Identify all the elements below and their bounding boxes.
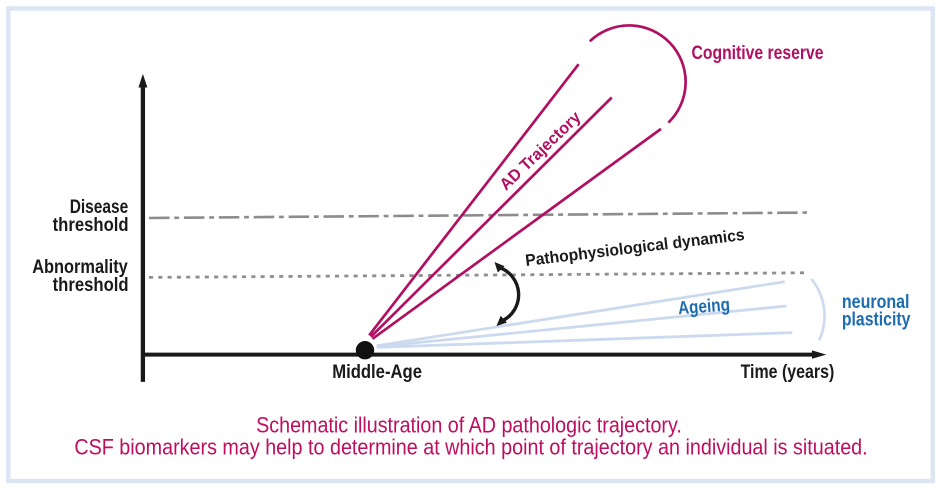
- svg-text:Pathophysiological dynamics: Pathophysiological dynamics: [524, 226, 745, 270]
- svg-text:Schematic illustration of AD p: Schematic illustration of AD pathologic …: [256, 413, 682, 438]
- svg-text:AD Trajectory: AD Trajectory: [496, 108, 585, 194]
- svg-text:threshold: threshold: [53, 275, 129, 296]
- svg-text:Middle-Age: Middle-Age: [332, 362, 422, 383]
- svg-text:Time (years): Time (years): [741, 362, 835, 383]
- svg-text:neuronal: neuronal: [842, 292, 910, 313]
- svg-text:Disease: Disease: [70, 197, 129, 218]
- svg-text:threshold: threshold: [53, 215, 129, 236]
- svg-text:CSF biomarkers may help to det: CSF biomarkers may help to determine at …: [74, 435, 867, 460]
- svg-text:plasticity: plasticity: [842, 310, 911, 331]
- svg-text:Abnormality: Abnormality: [32, 257, 128, 278]
- svg-text:Cognitive reserve: Cognitive reserve: [692, 42, 824, 64]
- svg-text:Ageing: Ageing: [677, 293, 730, 318]
